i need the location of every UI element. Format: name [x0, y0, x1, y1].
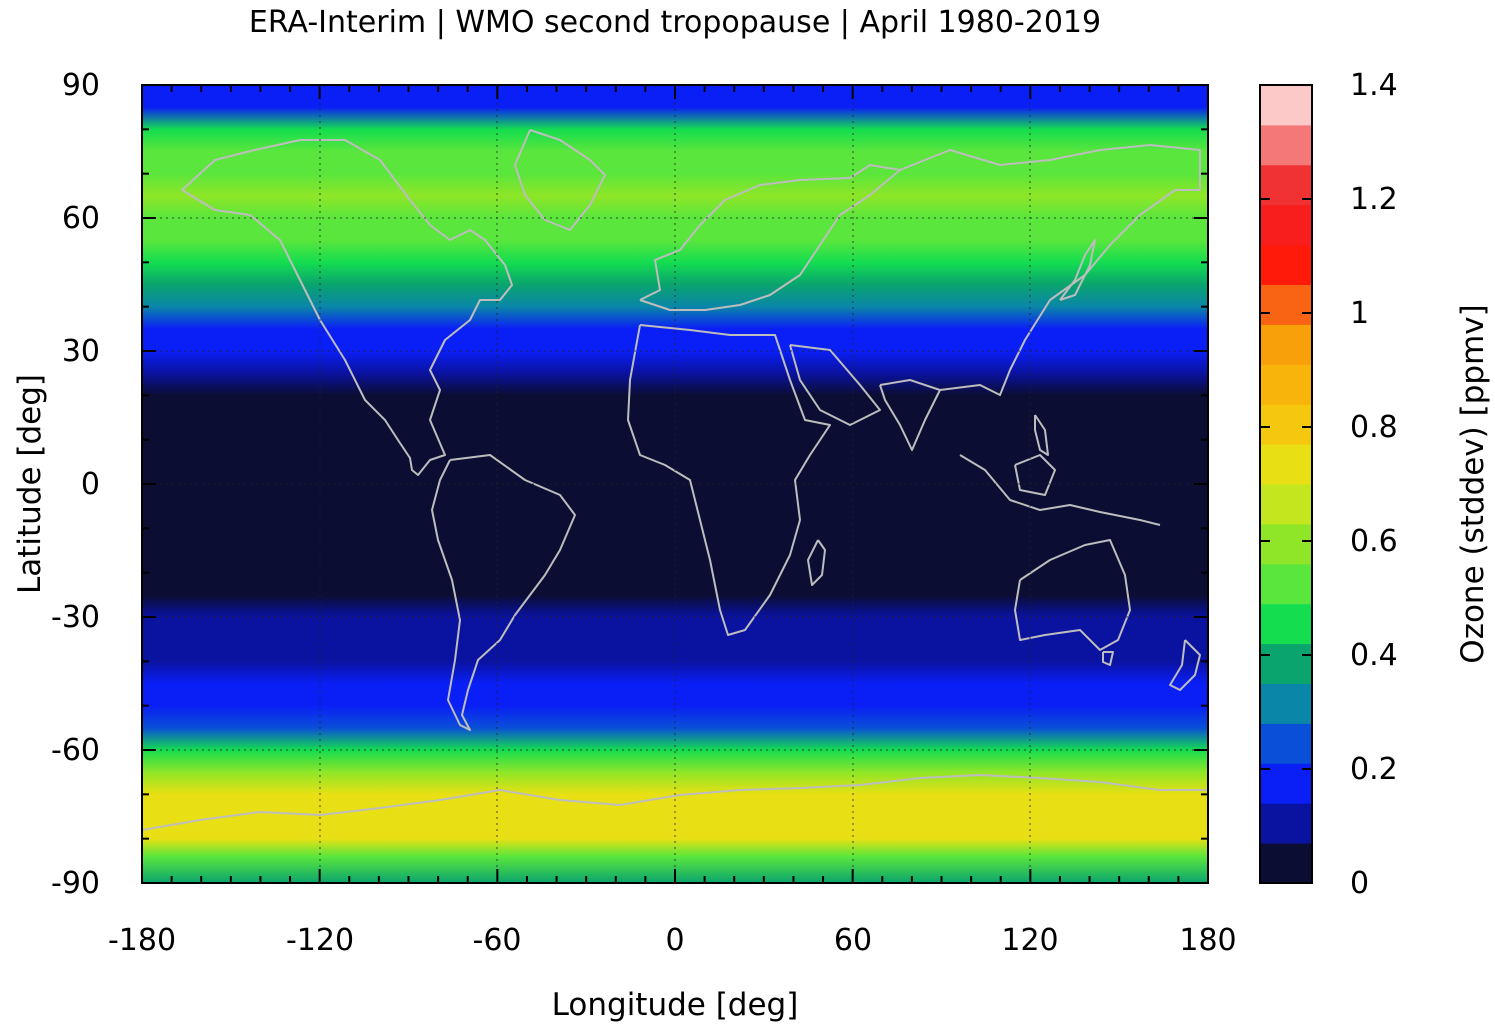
africa-coastline	[627, 324, 831, 636]
y-tick-label: -30	[51, 600, 100, 635]
antarctica-coastline	[142, 774, 1208, 831]
colorbar-tick-label: 1.2	[1350, 182, 1398, 217]
x-tick-label: 60	[834, 923, 872, 958]
philippines-coastline	[1034, 414, 1049, 456]
x-tick-label: -60	[473, 923, 522, 958]
y-tick-labels: -90 -60 -30 0 30 60 90	[51, 68, 100, 901]
north-america-coastline	[181, 139, 513, 476]
colorbar-band	[1260, 643, 1312, 684]
y-tick-label: 60	[62, 201, 100, 236]
x-tick-labels: -180 -120 -60 0 60 120 180	[108, 923, 1237, 958]
y-tick-label: -60	[51, 733, 100, 768]
plot-frame	[141, 84, 1209, 884]
borneo-coastline	[1014, 454, 1056, 496]
colorbar-tick-label: 1.4	[1350, 68, 1398, 103]
x-tick-label: 180	[1179, 923, 1236, 958]
x-tick-label: -180	[108, 923, 176, 958]
colorbar-band	[1260, 843, 1312, 884]
y-tick-label: 90	[62, 68, 100, 103]
colorbar-tick-label: 0	[1350, 866, 1369, 901]
colorbar-tick-label: 1	[1350, 296, 1369, 331]
grid	[142, 85, 1208, 883]
colorbar-band	[1260, 683, 1312, 724]
x-tick-label: 120	[1001, 923, 1058, 958]
axis-ticks	[141, 84, 1209, 884]
colorbar-band	[1260, 603, 1312, 645]
colorbar-band	[1260, 284, 1312, 325]
madagascar-coastline	[807, 539, 826, 586]
colorbar-band	[1260, 204, 1312, 246]
chart-title: ERA-Interim | WMO second tropopause | Ap…	[249, 5, 1101, 40]
colorbar-band	[1260, 484, 1312, 525]
y-tick-label: 30	[62, 334, 100, 369]
colorbar-band	[1260, 444, 1312, 485]
x-tick-label: -120	[286, 923, 354, 958]
india-coastline	[879, 379, 941, 451]
colorbar-label: Ozone (stddev) [ppmv]	[1455, 304, 1491, 663]
arabia-coastline	[789, 344, 881, 426]
y-axis-label: Latitude [deg]	[12, 374, 48, 594]
y-tick-label: 0	[81, 467, 100, 502]
colorbar-band	[1260, 404, 1312, 445]
indonesia-coastline	[959, 454, 1161, 526]
tasmania-coastline	[1102, 651, 1114, 666]
colorbar-tick-label: 0.4	[1350, 638, 1398, 673]
east-asia-coastline	[899, 144, 1201, 396]
coastlines	[142, 129, 1208, 831]
colorbar-band	[1260, 124, 1312, 166]
colorbar-band	[1260, 324, 1312, 365]
colorbar-band	[1260, 763, 1312, 804]
colorbar-band	[1260, 523, 1312, 565]
colorbar-band	[1260, 563, 1312, 605]
new-zealand-coastline	[1169, 639, 1201, 691]
colorbar	[1260, 84, 1312, 884]
japan-coastline	[1059, 239, 1096, 301]
colorbar-tick-label: 0.2	[1350, 752, 1398, 787]
europe-coastline	[639, 164, 901, 311]
y-tick-label: -90	[51, 866, 100, 901]
colorbar-band	[1260, 244, 1312, 285]
colorbar-band	[1260, 364, 1312, 405]
colorbar-tick-label: 0.6	[1350, 524, 1398, 559]
colorbar-frame	[1259, 84, 1313, 884]
x-tick-label: 0	[665, 923, 684, 958]
colorbar-band	[1260, 85, 1312, 126]
colorbar-tick-labels: 0 0.2 0.4 0.6 0.8 1 1.2 1.4	[1350, 68, 1398, 901]
south-america-coastline	[431, 454, 576, 731]
colorbar-band	[1260, 723, 1312, 764]
australia-coastline	[1014, 539, 1131, 651]
x-axis-label: Longitude [deg]	[552, 987, 799, 1023]
colorbar-tick-label: 0.8	[1350, 410, 1398, 445]
colorbar-band	[1260, 803, 1312, 844]
